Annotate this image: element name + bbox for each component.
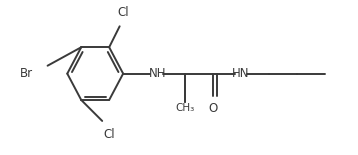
Text: Br: Br — [20, 67, 33, 80]
Text: Cl: Cl — [117, 6, 129, 19]
Text: HN: HN — [232, 67, 250, 80]
Text: CH₃: CH₃ — [175, 103, 195, 113]
Text: NH: NH — [149, 67, 166, 80]
Text: Cl: Cl — [103, 128, 115, 141]
Text: O: O — [208, 102, 218, 115]
